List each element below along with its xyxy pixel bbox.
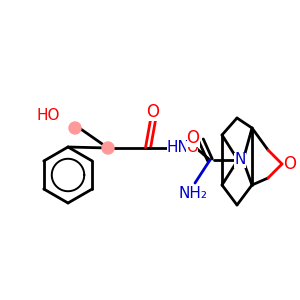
Circle shape (102, 142, 114, 154)
Text: N: N (234, 152, 246, 167)
Text: O: O (146, 103, 160, 121)
Circle shape (69, 122, 81, 134)
Text: O: O (284, 155, 296, 173)
Text: HN: HN (167, 140, 189, 155)
Text: O: O (187, 129, 200, 147)
Text: NH₂: NH₂ (178, 185, 208, 200)
Text: HO: HO (36, 107, 60, 122)
Text: O: O (186, 140, 198, 155)
